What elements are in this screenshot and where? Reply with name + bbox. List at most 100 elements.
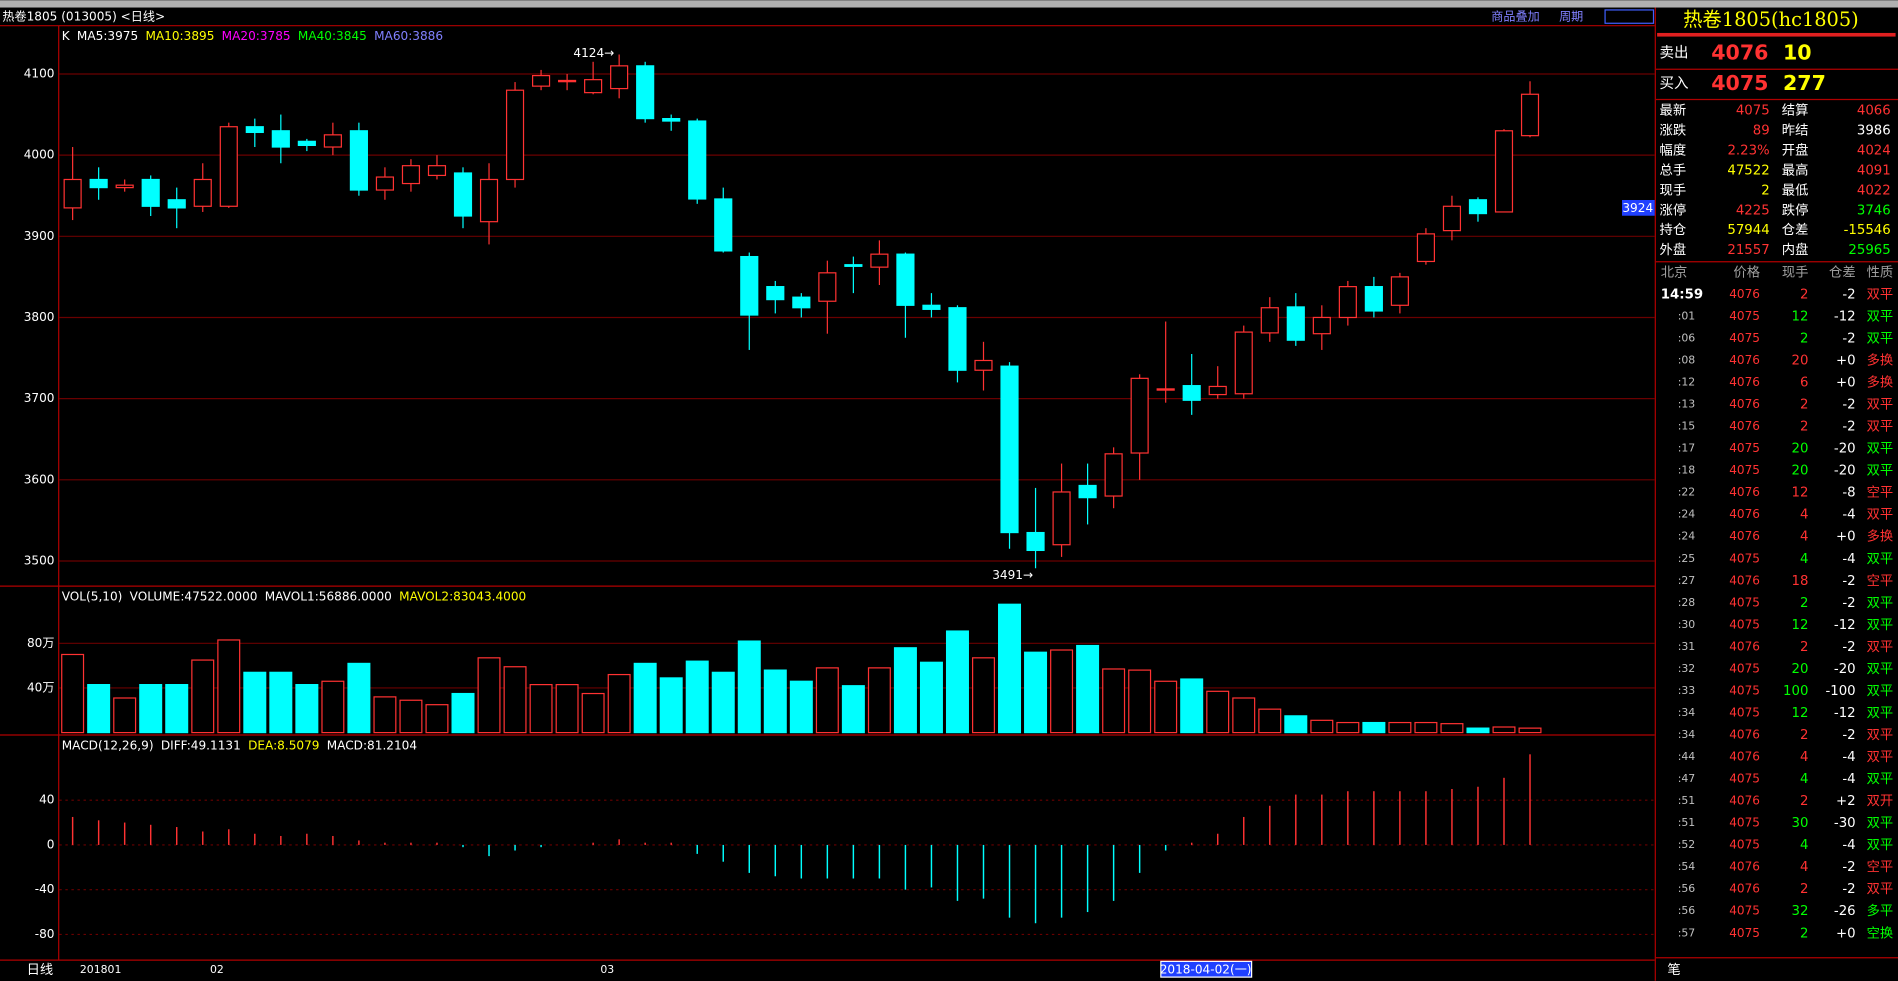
candle-body	[193, 178, 212, 207]
toolbar-button[interactable]: 商品叠加	[1491, 9, 1539, 24]
volume-bar	[529, 684, 553, 734]
volume-bar	[1232, 697, 1256, 734]
candle-body	[558, 79, 577, 83]
volume-bar	[1518, 727, 1542, 734]
tick-time: :12	[1678, 376, 1696, 389]
candle-body	[531, 74, 551, 87]
tick-nature: 双平	[1867, 596, 1894, 611]
quote-item-label: 结算	[1782, 102, 1809, 118]
volume-bar	[425, 704, 449, 734]
tick-nature: 空平	[1867, 859, 1894, 875]
volume-bar	[1362, 721, 1386, 734]
tick-volume: 4	[1800, 772, 1808, 787]
tick-time: :31	[1678, 640, 1696, 653]
tick-volume: 4	[1800, 508, 1808, 523]
quote-item-label: 跌停	[1782, 201, 1809, 218]
tick-header: 现手	[1782, 265, 1809, 281]
tick-nature: 多换	[1867, 374, 1894, 391]
tick-volume: 6	[1800, 376, 1808, 391]
tick-oi-change: +2	[1836, 794, 1856, 809]
volume-bar	[1128, 669, 1152, 734]
candle-body	[89, 178, 108, 189]
tick-time: :01	[1678, 309, 1696, 322]
tick-time: :34	[1678, 728, 1696, 741]
tick-price: 4075	[1729, 595, 1760, 609]
candle-body	[375, 176, 395, 191]
toolbar-button[interactable]: 周期	[1559, 10, 1583, 24]
candle-body	[1390, 276, 1409, 306]
window-buttons[interactable]	[1604, 9, 1655, 24]
quote-label: 卖出	[1660, 45, 1689, 62]
candle-body	[1234, 331, 1253, 395]
tick-volume: 4	[1800, 860, 1808, 875]
candle-body	[714, 198, 733, 252]
tick-oi-change: -2	[1842, 860, 1855, 875]
tick-oi-change: -2	[1842, 640, 1855, 655]
tick-oi-change: -20	[1834, 442, 1856, 457]
tick-oi-change: +0	[1836, 353, 1856, 368]
candle-body	[63, 178, 82, 209]
tick-price: 4075	[1729, 463, 1760, 477]
volume-bar	[1076, 644, 1100, 734]
quote-item-value: 4022	[1857, 183, 1891, 198]
tick-volume: 4	[1800, 552, 1808, 567]
tick-nature: 双平	[1867, 750, 1894, 765]
tick-time: :33	[1678, 684, 1696, 697]
tick-price: 4075	[1729, 705, 1760, 719]
candle-body	[505, 89, 525, 181]
volume-bar	[1284, 715, 1308, 734]
quote-item-label: 涨停	[1660, 201, 1687, 218]
tab[interactable]: 笔	[1667, 962, 1680, 978]
volume-bar	[685, 660, 709, 734]
tick-nature: 双平	[1867, 618, 1894, 633]
volume-bar	[477, 657, 501, 734]
candle-body	[896, 253, 915, 306]
tick-nature: 双平	[1867, 464, 1894, 479]
volume-bar	[1180, 678, 1204, 734]
tick-volume: 2	[1800, 794, 1808, 809]
tick-time: :25	[1678, 552, 1696, 565]
tick-volume: 12	[1792, 618, 1809, 633]
volume-bar	[1466, 727, 1490, 734]
quote-item-label: 幅度	[1660, 142, 1687, 158]
tick-oi-change: -20	[1834, 464, 1856, 479]
tick-price: 4076	[1729, 419, 1760, 433]
tick-nature: 多平	[1867, 902, 1894, 919]
tick-price: 4075	[1729, 904, 1760, 918]
tick-nature: 双平	[1867, 838, 1894, 853]
tick-header: 北京	[1661, 265, 1688, 281]
quote-item-value: 2.23%	[1727, 143, 1769, 158]
legend-item: MA10:3895	[145, 29, 214, 43]
tick-oi-change: -4	[1842, 772, 1855, 787]
candle-body	[1312, 316, 1331, 335]
quote-item-label: 总手	[1660, 162, 1687, 178]
legend-item: MA20:3785	[222, 29, 291, 43]
y-tick-label: 3600	[24, 472, 55, 486]
tick-time: :54	[1678, 860, 1696, 873]
volume-bar	[841, 685, 865, 734]
quote-item-label: 内盘	[1782, 241, 1809, 258]
x-tick-label: 201801	[80, 963, 122, 976]
candle-body	[1260, 307, 1279, 334]
volume-bar	[451, 692, 475, 734]
tick-time: :51	[1678, 794, 1696, 807]
tick-price: 4075	[1729, 816, 1760, 830]
volume-bar	[139, 684, 163, 734]
volume-bar	[321, 680, 345, 734]
tick-oi-change: -26	[1834, 904, 1856, 919]
candle-body	[1286, 306, 1305, 341]
tick-volume: 20	[1792, 662, 1809, 677]
volume-bar	[113, 697, 137, 734]
tick-time: 14:59	[1661, 287, 1703, 302]
candle-body	[401, 165, 421, 185]
candle-body	[1442, 205, 1462, 232]
volume-bar	[1206, 690, 1230, 734]
tick-time: :51	[1678, 816, 1696, 829]
candle-body	[427, 165, 447, 177]
candle-body	[245, 126, 264, 134]
tick-nature: 空平	[1867, 573, 1894, 589]
volume-bar	[1492, 726, 1516, 734]
tick-oi-change: -20	[1834, 662, 1856, 677]
tick-oi-change: -12	[1834, 309, 1856, 324]
volume-bar	[789, 680, 813, 734]
